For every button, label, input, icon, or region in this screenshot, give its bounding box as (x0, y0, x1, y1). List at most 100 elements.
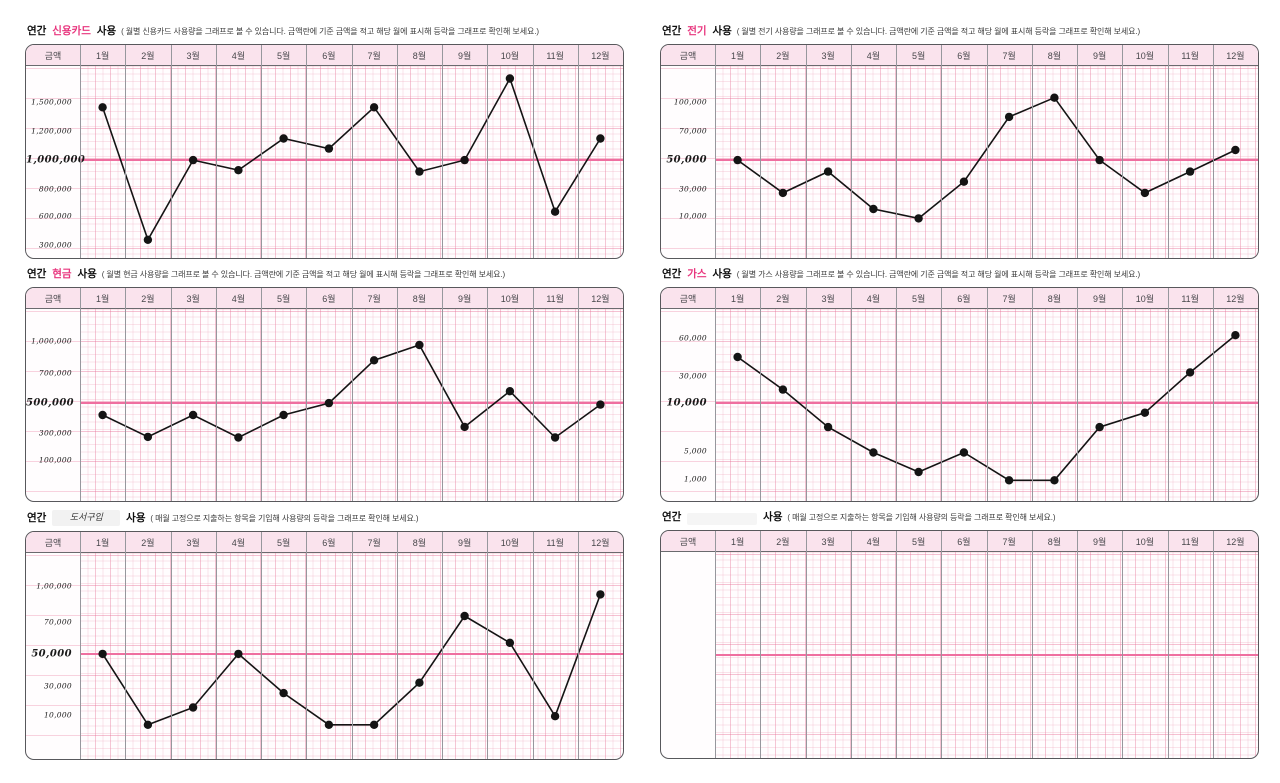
header-cell-month: 9월 (1092, 293, 1107, 304)
amount-table: 금액 1월 2월 3월 4월 5월 6월 7월 8월 9월 10월 11월 12월 1,00,000 70… (25, 531, 624, 760)
data-point (415, 678, 424, 687)
header-cell-month: 2월 (776, 536, 790, 547)
data-point (914, 214, 923, 223)
data-point (1050, 93, 1059, 102)
header-cell-month: 10월 (1135, 50, 1155, 61)
header-cell-month: 4월 (866, 536, 881, 547)
y-axis-reference-label: 1,000,000 (26, 154, 86, 166)
chart-panel-credit-card: 연간 신용카드 사용 ( 월별 신용카드 사용량을 그래프로 볼 수 있습니다.… (25, 24, 625, 259)
data-point (914, 467, 923, 477)
amount-column-grid (26, 309, 80, 501)
data-point (733, 352, 742, 362)
header-cell-month: 11월 (1181, 293, 1199, 304)
y-axis-label: 70,000 (678, 126, 707, 136)
data-point (1231, 145, 1240, 155)
data-point (188, 155, 198, 165)
data-point (143, 720, 153, 729)
chart-panel-custom-books: 연간 도서구입 사용 ( 매월 고정으로 지출하는 항목을 기입해 사용량의 등… (25, 510, 625, 760)
data-point (959, 448, 969, 457)
header-cell-month: 1월 (730, 50, 745, 61)
line-plot (98, 340, 605, 442)
chart-panel-cash: 연간 현금 사용 ( 월별 현금 사용량을 그래프로 볼 수 있습니다. 금액란… (25, 267, 625, 502)
header-cell-month: 11월 (1181, 50, 1199, 61)
header-cell-month: 11월 (1181, 536, 1199, 547)
y-axis-label: 1,200,000 (31, 126, 72, 136)
header-cell-month: 12월 (1226, 293, 1245, 304)
header-cell-month: 5월 (911, 293, 926, 304)
data-point (550, 207, 560, 216)
y-axis-reference-label: 10,000 (666, 397, 707, 409)
data-point (234, 433, 243, 442)
header-cell-month: 7월 (367, 537, 381, 548)
amount-column-grid (661, 66, 715, 258)
header-cell-month: 10월 (1135, 536, 1155, 547)
amount-table: 금액 1월 2월 3월 4월 5월 6월 7월 8월 9월 10월 11월 12월 1,500,000 1… (25, 44, 624, 259)
line-plot (733, 93, 1240, 223)
header-cell-month: 12월 (591, 50, 610, 61)
data-point (234, 649, 243, 659)
title-description: ( 월별 가스 사용량을 그래프로 볼 수 있습니다. 금액란에 기준 금액을 … (736, 270, 1141, 279)
header-cell-amount: 금액 (679, 293, 697, 304)
data-point (869, 448, 878, 457)
data-point (1095, 155, 1104, 165)
header-cell-month: 5월 (276, 50, 291, 61)
header-cell-month: 10월 (500, 537, 520, 548)
header-cell-month: 7월 (1002, 536, 1016, 547)
data-point (550, 433, 560, 442)
chart-title: 연간 사용 ( 매월 고정으로 지출하는 항목을 기입해 사용량의 등락을 그래… (662, 510, 1260, 525)
data-point (460, 422, 469, 432)
header-cell-month: 11월 (546, 537, 564, 548)
data-point (369, 103, 379, 112)
header-cell-month: 11월 (546, 50, 564, 61)
title-keyword: 신용카드 (52, 25, 91, 37)
title-suffix: 사용 (77, 268, 97, 280)
data-point (415, 340, 424, 350)
data-point (823, 167, 833, 176)
y-axis-reference-label: 50,000 (666, 154, 707, 166)
header-cell-month: 6월 (322, 50, 336, 61)
header-cell-month: 12월 (591, 293, 610, 304)
header-cell-month: 2월 (776, 293, 790, 304)
header-cell-month: 5월 (911, 50, 926, 61)
header-cell-month: 7월 (367, 50, 381, 61)
data-point (369, 356, 379, 365)
y-axis-label: 30,000 (678, 184, 707, 194)
title-keyword: 가스 (687, 268, 707, 280)
data-point (279, 688, 288, 698)
data-point (596, 400, 605, 409)
amount-column-grid (26, 553, 80, 759)
data-point (505, 387, 515, 396)
chart-body: 1,00,000 70,000 50,000 30,000 10,000 (26, 553, 623, 759)
header-cell-month: 5월 (276, 537, 291, 548)
data-point (1095, 422, 1104, 432)
header-cell-month: 11월 (546, 293, 564, 304)
chart-title: 연간 전기 사용 ( 월별 전기 사용량을 그래프로 볼 수 있습니다. 금액란… (662, 24, 1260, 39)
y-axis-label: 5,000 (684, 446, 707, 456)
title-suffix: 사용 (126, 512, 146, 524)
header-cell-month: 3월 (821, 536, 835, 547)
header-cell-month: 2월 (776, 50, 790, 61)
data-point (279, 410, 288, 420)
header-cell-month: 10월 (1135, 293, 1155, 304)
title-prefix: 연간 (27, 268, 47, 280)
line-plot (733, 331, 1240, 485)
header-cell-month: 7월 (1002, 293, 1016, 304)
chart-panel-electricity: 연간 전기 사용 ( 월별 전기 사용량을 그래프로 볼 수 있습니다. 금액란… (660, 24, 1260, 259)
y-axis-label: 30,000 (43, 681, 72, 691)
header-cell-month: 9월 (1092, 50, 1107, 61)
data-point (733, 155, 742, 165)
header-cell-month: 8월 (1047, 536, 1062, 547)
data-point (324, 720, 334, 729)
y-axis-label: 800,000 (38, 184, 72, 194)
data-line (101, 594, 602, 726)
chart-panel-custom-blank: 연간 사용 ( 매월 고정으로 지출하는 항목을 기입해 사용량의 등락을 그래… (660, 510, 1260, 759)
header-cell-month: 8월 (1047, 293, 1062, 304)
header-cell-month: 9월 (457, 537, 472, 548)
y-axis-label: 100,000 (673, 97, 707, 107)
header-cell-month: 8월 (412, 293, 427, 304)
y-axis-label: 60,000 (678, 333, 707, 343)
table-header-row: 금액 1월 2월 3월 4월 5월 6월 7월 8월 9월 10월 11월 12월 (661, 45, 1258, 66)
header-cell-month: 6월 (322, 537, 336, 548)
title-keyword (687, 513, 758, 525)
title-description: ( 월별 신용카드 사용량을 그래프로 볼 수 있습니다. 금액란에 기준 금액… (121, 27, 539, 36)
